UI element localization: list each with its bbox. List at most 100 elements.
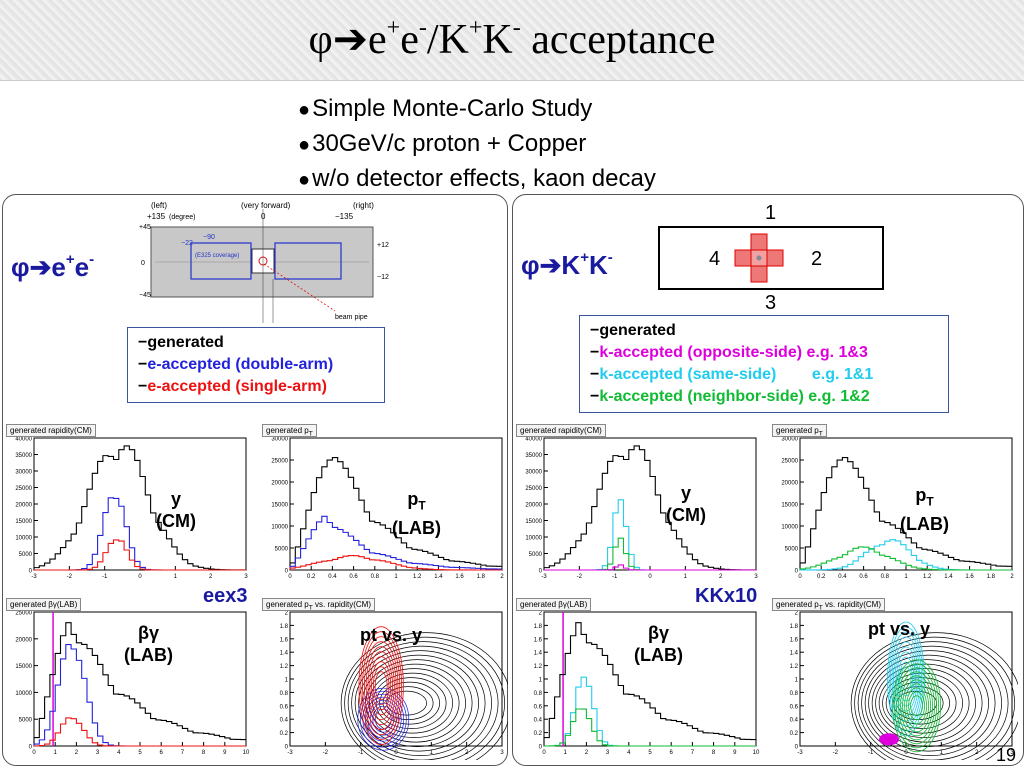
y-tick-label: 1.8 bbox=[280, 624, 289, 630]
plot-frame bbox=[33, 437, 247, 571]
x-tick-label: 1 bbox=[940, 750, 944, 756]
contour-same-side bbox=[887, 621, 925, 737]
x-tick-label: -1 bbox=[102, 574, 108, 580]
y-tick-label: 1.2 bbox=[280, 664, 289, 670]
bullet-item: Simple Monte-Carlo Study bbox=[298, 92, 656, 127]
kk-betagamma-histogram: generated βγ(LAB) 2 1.8 1.6 1.4 1.2 1 0.8 0.6 0.… bbox=[516, 598, 762, 760]
kk-scale-tag: KKx10 bbox=[695, 585, 758, 607]
x-tick-label: 6 bbox=[670, 750, 674, 756]
contour-neighbor-side bbox=[910, 695, 924, 717]
histogram-title: generated βγ(LAB) bbox=[516, 598, 592, 611]
x-tick-label: 7 bbox=[691, 750, 695, 756]
histogram-title: generated rapidity(CM) bbox=[6, 424, 96, 437]
contour-single-arm bbox=[367, 651, 395, 721]
contour-neighbor-side bbox=[892, 659, 942, 753]
contour-single-arm bbox=[363, 641, 399, 731]
histogram-title: generated βγ(LAB) bbox=[6, 598, 82, 611]
svg-text:(left): (left) bbox=[151, 201, 167, 210]
y-tick-label: 0.2 bbox=[534, 731, 543, 737]
y-tick-label: 15000 bbox=[15, 664, 32, 670]
x-tick-label: 2 bbox=[209, 574, 213, 580]
y-tick-label: 0.8 bbox=[790, 691, 799, 697]
y-tick-label: 25000 bbox=[781, 459, 798, 465]
y-tick-label: 20000 bbox=[781, 481, 798, 487]
y-tick-label: 40000 bbox=[15, 437, 32, 443]
y-tick-label: 1 bbox=[539, 678, 543, 684]
contour-generated bbox=[871, 659, 983, 747]
ee-betagamma-histogram: generated βγ(LAB) 25000 20000 15000 10000 50… bbox=[6, 598, 252, 760]
ee-ptvsy-histogram: generated pT vs. rapidity(CM) 2 1.8 1.6 1.4… bbox=[262, 598, 512, 768]
x-tick-label: 1 bbox=[394, 574, 398, 580]
y-tick-label: 1.6 bbox=[790, 637, 799, 643]
x-tick-label: 6 bbox=[160, 750, 164, 756]
x-tick-label: 1 bbox=[174, 574, 178, 580]
y-tick-label: 2 bbox=[285, 611, 289, 617]
y-tick-label: 0.6 bbox=[790, 704, 799, 710]
x-tick-label: 3 bbox=[244, 574, 248, 580]
y-tick-label: 1.2 bbox=[790, 664, 799, 670]
y-tick-label: 0 bbox=[795, 569, 799, 575]
contour-generated bbox=[344, 636, 505, 768]
x-tick-label: -3 bbox=[31, 574, 37, 580]
x-tick-label: 1.2 bbox=[413, 574, 422, 580]
plot-annotation: y (CM) bbox=[156, 489, 196, 531]
x-tick-label: 8 bbox=[202, 750, 206, 756]
x-tick-label: 1.4 bbox=[944, 574, 953, 580]
ptvsy-plot: 21.81.61.41.210.80.60.40.20-3 -2 -1 0 1 2 3 bbox=[790, 611, 1022, 768]
kk-ptvsy-histogram: generated pT vs. rapidity(CM) 2 1.8 1.6 1.4… bbox=[772, 598, 1022, 768]
y-tick-label: 0 bbox=[285, 745, 289, 751]
y-tick-label: 30000 bbox=[781, 437, 798, 443]
contour-generated bbox=[354, 650, 486, 756]
y-tick-label: 15000 bbox=[525, 519, 542, 525]
x-tick-label: 0.4 bbox=[838, 574, 847, 580]
kk-decay-label: φ➔K+K- bbox=[521, 249, 613, 280]
y-tick-label: 0.6 bbox=[534, 704, 543, 710]
x-tick-label: 2 bbox=[585, 750, 589, 756]
y-tick-label: 10000 bbox=[15, 691, 32, 697]
legend-item: e-accepted (double-arm) bbox=[138, 354, 374, 376]
y-tick-label: 0 bbox=[539, 745, 543, 751]
contour-same-side bbox=[896, 651, 916, 707]
x-tick-label: 10 bbox=[243, 750, 250, 756]
histogram-series bbox=[34, 539, 246, 571]
histogram-series bbox=[33, 445, 246, 571]
y-tick-label: 0.4 bbox=[790, 718, 799, 724]
contour-single-arm bbox=[372, 666, 390, 706]
y-tick-label: 15000 bbox=[781, 503, 798, 509]
ee-legend: generated e-accepted (double-arm) e-acce… bbox=[127, 327, 385, 403]
ee-pt-histogram: generated pT 30000 25000 20000 15000 10000 50… bbox=[262, 424, 508, 584]
x-tick-label: 2 bbox=[75, 750, 79, 756]
y-tick-label: 35000 bbox=[525, 453, 542, 459]
contour-generated bbox=[379, 681, 440, 725]
x-tick-label: 3 bbox=[96, 750, 100, 756]
slide-title: φ➔e+e-/K+K- acceptance bbox=[308, 15, 716, 63]
svg-text:(E325 coverage): (E325 coverage) bbox=[195, 253, 239, 259]
y-tick-label: 0.2 bbox=[280, 731, 289, 737]
plot-annotation: pT (LAB) bbox=[392, 489, 441, 538]
contour-generated bbox=[368, 668, 460, 738]
histogram-title: generated pT vs. rapidity(CM) bbox=[772, 598, 886, 612]
x-tick-label: 3 bbox=[1010, 750, 1014, 756]
detector-layout-diagram: 1 4 2 3 bbox=[658, 202, 884, 314]
ee-rapidity-histogram: generated rapidity(CM) 40000 35000 30000 25… bbox=[6, 424, 252, 584]
contour-single-arm bbox=[371, 661, 392, 711]
x-tick-label: 9 bbox=[733, 750, 737, 756]
y-tick-label: 10000 bbox=[15, 536, 32, 542]
x-tick-label: -2 bbox=[67, 574, 73, 580]
contour-neighbor-side bbox=[898, 671, 936, 741]
contour-same-side bbox=[897, 656, 915, 702]
x-tick-label: 0 bbox=[394, 750, 398, 756]
svg-text:+12: +12 bbox=[377, 242, 389, 249]
y-tick-label: 20000 bbox=[271, 481, 288, 487]
x-tick-label: 1 bbox=[564, 750, 568, 756]
contour-double-arm bbox=[372, 705, 395, 733]
histogram-series bbox=[799, 546, 1012, 571]
legend-item: k-accepted (opposite-side) e.g. 1&3 bbox=[590, 342, 938, 364]
contour-generated bbox=[358, 654, 479, 752]
plot-annotation: pt vs. y bbox=[868, 619, 931, 639]
x-tick-label: 0 bbox=[798, 574, 802, 580]
histogram-series bbox=[799, 457, 1012, 570]
x-tick-label: 1.8 bbox=[477, 574, 486, 580]
rapidity-plot: 40000 35000 30000 25000 20000 15000 10000 5000 0… bbox=[15, 437, 248, 581]
contour-generated bbox=[875, 663, 976, 743]
